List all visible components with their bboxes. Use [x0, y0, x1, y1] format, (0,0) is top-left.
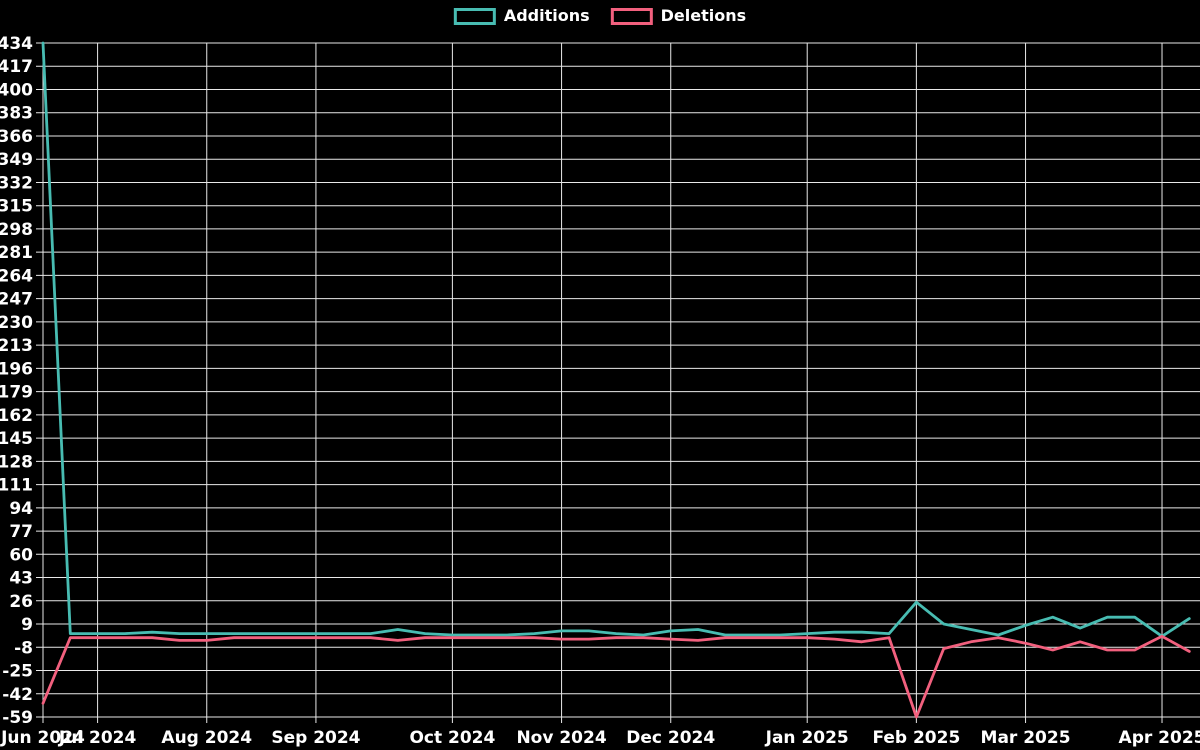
- legend-label-deletions: Deletions: [660, 6, 747, 25]
- x-tick-label: Nov 2024: [516, 728, 606, 748]
- x-tick-label: Jan 2025: [765, 728, 849, 748]
- y-tick-label: 400: [0, 80, 33, 100]
- y-tick-label: 281: [0, 243, 33, 263]
- axis-labels: 434 417 400 383 366 349 332 315 298 281 264 247 230 2…: [0, 34, 1200, 748]
- y-tick-label: 230: [0, 313, 33, 333]
- y-tick-label: 128: [0, 452, 33, 472]
- x-tick-label: Oct 2024: [409, 728, 495, 748]
- y-tick-label: 383: [0, 104, 33, 124]
- y-tick-label: -25: [2, 662, 33, 682]
- gridlines: [36, 42, 1200, 723]
- x-tick-label: Jul 2024: [58, 728, 137, 748]
- additions-line: [41, 41, 1191, 638]
- y-tick-label: -42: [2, 685, 33, 705]
- deletions-swatch-icon: [610, 7, 653, 25]
- y-tick-label: 60: [9, 545, 33, 565]
- y-tick-label: 213: [0, 336, 33, 356]
- x-tick-label: Mar 2025: [981, 728, 1071, 748]
- x-tick-label: Apr 2025: [1119, 728, 1200, 748]
- x-tick-label: Sep 2024: [271, 728, 360, 748]
- y-tick-label: 77: [9, 522, 33, 542]
- deletions-line: [41, 634, 1191, 719]
- y-tick-label: 298: [0, 220, 33, 240]
- y-tick-label: 332: [0, 173, 33, 193]
- y-tick-label: 434: [0, 34, 33, 54]
- legend-item-additions: Additions: [453, 6, 590, 25]
- y-tick-label: 9: [21, 615, 33, 635]
- y-tick-label: -8: [14, 638, 33, 658]
- y-tick-label: 417: [0, 57, 33, 77]
- y-tick-label: 94: [9, 499, 33, 519]
- y-tick-label: 162: [0, 406, 33, 426]
- additions-swatch-icon: [453, 7, 496, 25]
- y-tick-label: 179: [0, 383, 33, 403]
- x-tick-label: Dec 2024: [626, 728, 715, 748]
- x-tick-label: Feb 2025: [872, 728, 960, 748]
- legend-label-additions: Additions: [503, 6, 590, 25]
- y-tick-label: -59: [2, 708, 33, 728]
- y-tick-label: 26: [9, 592, 33, 612]
- y-tick-label: 196: [0, 359, 33, 379]
- y-tick-label: 349: [0, 150, 33, 170]
- y-tick-label: 145: [0, 429, 33, 449]
- legend: Additions Deletions: [453, 6, 747, 25]
- legend-item-deletions: Deletions: [610, 6, 747, 25]
- x-tick-label: Aug 2024: [161, 728, 252, 748]
- x-tick-label: Jun 2024: [0, 728, 85, 748]
- y-tick-label: 43: [9, 569, 33, 589]
- y-tick-label: 264: [0, 266, 33, 286]
- y-tick-label: 111: [0, 476, 33, 496]
- y-tick-label: 247: [0, 290, 33, 310]
- y-tick-label: 366: [0, 127, 33, 147]
- y-tick-label: 315: [0, 197, 33, 217]
